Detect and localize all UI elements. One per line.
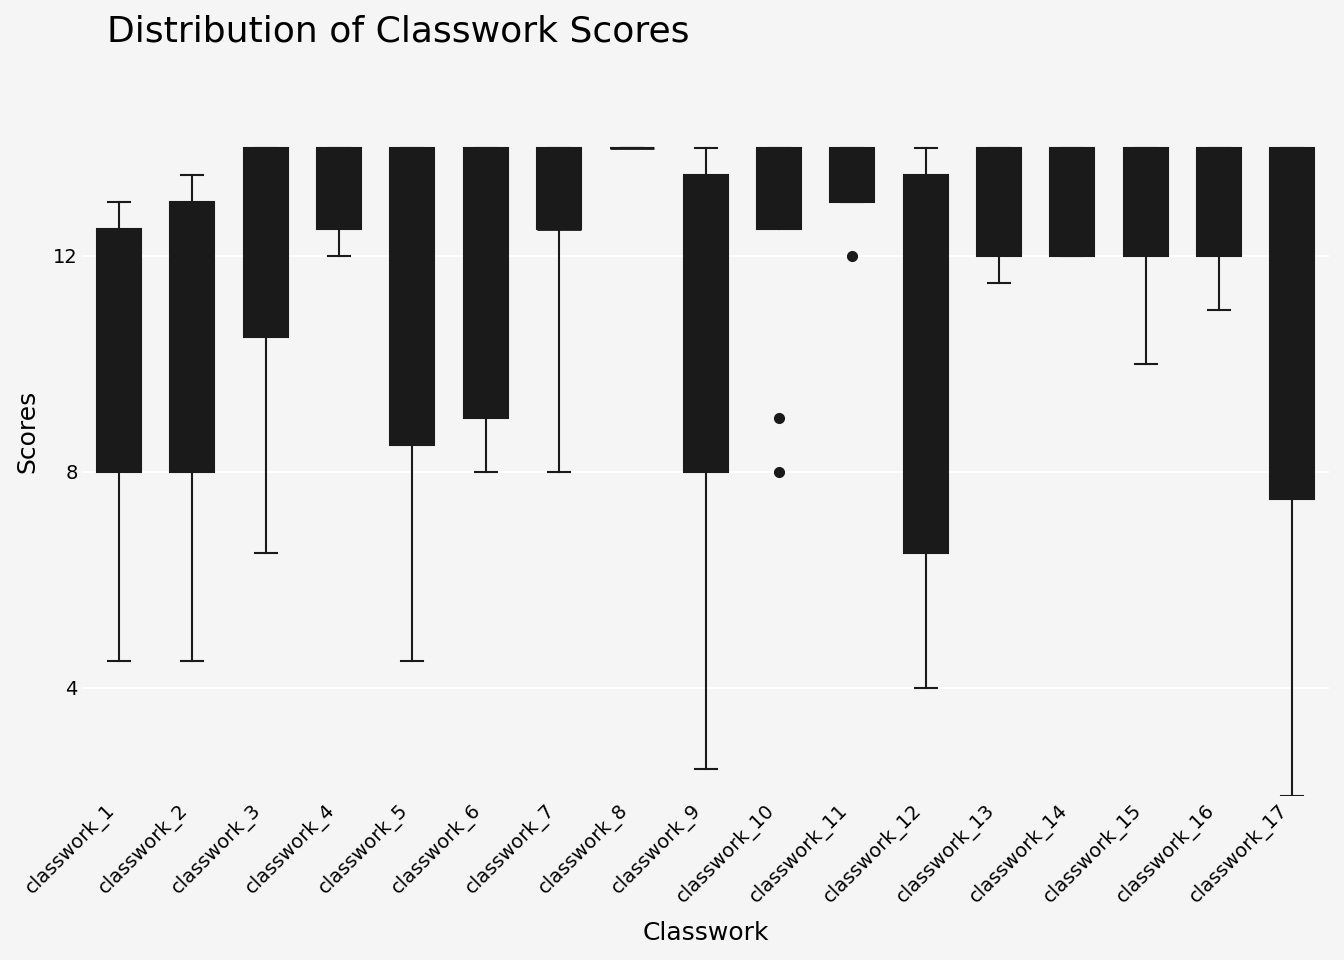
- PathPatch shape: [684, 175, 727, 472]
- PathPatch shape: [977, 148, 1021, 256]
- PathPatch shape: [97, 229, 141, 472]
- PathPatch shape: [1051, 148, 1094, 256]
- PathPatch shape: [464, 148, 508, 418]
- PathPatch shape: [538, 148, 581, 229]
- PathPatch shape: [757, 148, 801, 229]
- PathPatch shape: [391, 148, 434, 444]
- PathPatch shape: [1124, 148, 1168, 256]
- PathPatch shape: [1198, 148, 1241, 256]
- PathPatch shape: [171, 202, 215, 472]
- PathPatch shape: [903, 175, 948, 553]
- Y-axis label: Scores: Scores: [15, 390, 39, 473]
- PathPatch shape: [831, 148, 875, 202]
- X-axis label: Classwork: Classwork: [642, 921, 769, 945]
- Text: Distribution of Classwork Scores: Distribution of Classwork Scores: [108, 15, 689, 49]
- PathPatch shape: [317, 148, 362, 229]
- PathPatch shape: [1270, 148, 1314, 499]
- PathPatch shape: [243, 148, 288, 337]
